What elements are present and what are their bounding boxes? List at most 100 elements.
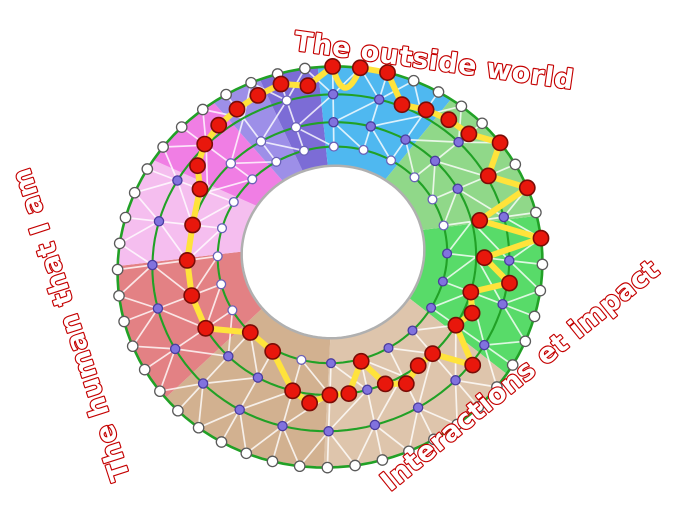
wheel-node[interactable] bbox=[271, 156, 282, 167]
wheel-node[interactable] bbox=[428, 433, 440, 446]
wheel-node[interactable] bbox=[119, 211, 132, 224]
wheel-node[interactable] bbox=[432, 86, 445, 98]
wheel-node[interactable] bbox=[376, 454, 389, 466]
wheel-node[interactable] bbox=[113, 237, 126, 250]
wheel-node[interactable] bbox=[293, 460, 306, 473]
wheel-node[interactable] bbox=[281, 95, 293, 106]
profile-node[interactable] bbox=[460, 125, 478, 143]
wheel-node[interactable] bbox=[426, 302, 437, 313]
profile-node[interactable] bbox=[409, 357, 427, 375]
wheel-node[interactable] bbox=[438, 220, 449, 231]
wheel-node[interactable] bbox=[369, 419, 381, 431]
wheel-node[interactable] bbox=[141, 163, 154, 175]
wheel-node[interactable] bbox=[409, 172, 420, 183]
profile-node[interactable] bbox=[471, 211, 489, 229]
wheel-node[interactable] bbox=[277, 420, 288, 432]
wheel-node[interactable] bbox=[255, 136, 267, 147]
wheel-node[interactable] bbox=[154, 385, 166, 398]
wheel-node[interactable] bbox=[412, 402, 424, 413]
profile-node[interactable] bbox=[228, 100, 246, 118]
profile-node[interactable] bbox=[424, 345, 441, 363]
wheel-node[interactable] bbox=[479, 339, 490, 351]
profile-node[interactable] bbox=[532, 229, 550, 247]
wheel-node[interactable] bbox=[157, 141, 169, 153]
wheel-node[interactable] bbox=[216, 223, 228, 234]
wheel-node[interactable] bbox=[152, 303, 164, 314]
wheel-node[interactable] bbox=[169, 343, 181, 355]
profile-node[interactable] bbox=[501, 274, 518, 292]
profile-node[interactable] bbox=[475, 249, 493, 267]
wheel-node[interactable] bbox=[407, 325, 418, 336]
profile-node[interactable] bbox=[491, 134, 509, 152]
wheel-node[interactable] bbox=[172, 175, 183, 186]
profile-node[interactable] bbox=[393, 96, 411, 114]
wheel-node[interactable] bbox=[153, 216, 165, 227]
wheel-node[interactable] bbox=[497, 298, 508, 310]
wheel-node[interactable] bbox=[506, 359, 519, 371]
wheel-node[interactable] bbox=[358, 144, 369, 155]
profile-node[interactable] bbox=[299, 77, 317, 95]
profile-node[interactable] bbox=[241, 324, 259, 341]
wheel-node[interactable] bbox=[111, 263, 124, 276]
profile-node[interactable] bbox=[264, 342, 282, 360]
wheel-node[interactable] bbox=[113, 289, 125, 302]
wheel-node[interactable] bbox=[491, 381, 503, 393]
wheel-node[interactable] bbox=[325, 358, 337, 369]
wheel-node[interactable] bbox=[225, 158, 237, 169]
wheel-node[interactable] bbox=[299, 145, 310, 156]
wheel-node[interactable] bbox=[192, 421, 205, 434]
wheel-node[interactable] bbox=[400, 134, 411, 145]
profile-node[interactable] bbox=[447, 316, 465, 334]
profile-node[interactable] bbox=[301, 394, 318, 412]
wheel-node[interactable] bbox=[453, 136, 464, 148]
wheel-node[interactable] bbox=[373, 94, 385, 105]
wheel-node[interactable] bbox=[296, 354, 307, 365]
wheel-node[interactable] bbox=[427, 194, 438, 205]
wheel-node[interactable] bbox=[227, 305, 238, 316]
wheel-node[interactable] bbox=[126, 340, 139, 353]
wheel-node[interactable] bbox=[266, 455, 279, 468]
wheel-node[interactable] bbox=[321, 461, 334, 474]
wheel-node[interactable] bbox=[228, 196, 239, 208]
wheel-node[interactable] bbox=[362, 384, 373, 396]
profile-node[interactable] bbox=[184, 216, 201, 234]
wheel-node[interactable] bbox=[252, 372, 264, 383]
profile-node[interactable] bbox=[379, 64, 396, 81]
wheel-node[interactable] bbox=[536, 258, 549, 271]
wheel-node[interactable] bbox=[328, 116, 339, 128]
wheel-node[interactable] bbox=[220, 88, 232, 101]
profile-node[interactable] bbox=[324, 58, 341, 75]
wheel-node[interactable] bbox=[349, 459, 361, 472]
profile-node[interactable] bbox=[340, 385, 358, 402]
profile-node[interactable] bbox=[417, 101, 435, 119]
wheel-node[interactable] bbox=[365, 121, 377, 132]
profile-node[interactable] bbox=[376, 375, 394, 393]
wheel-node[interactable] bbox=[223, 351, 234, 362]
wheel-node[interactable] bbox=[299, 62, 311, 75]
wheel-node[interactable] bbox=[509, 158, 522, 171]
wheel-node[interactable] bbox=[147, 259, 158, 271]
wheel-node[interactable] bbox=[328, 141, 339, 152]
wheel-node[interactable] bbox=[196, 103, 209, 116]
profile-node[interactable] bbox=[321, 386, 339, 404]
profile-node[interactable] bbox=[397, 375, 415, 393]
wheel-node[interactable] bbox=[290, 122, 302, 133]
wheel-node[interactable] bbox=[240, 447, 253, 460]
profile-node[interactable] bbox=[464, 356, 482, 374]
wheel-node[interactable] bbox=[245, 76, 257, 89]
profile-node[interactable] bbox=[197, 319, 215, 337]
wheel-node[interactable] bbox=[118, 315, 130, 328]
wheel-node[interactable] bbox=[216, 279, 227, 290]
profile-node[interactable] bbox=[518, 179, 536, 197]
wheel-node[interactable] bbox=[528, 310, 541, 323]
wheel-node[interactable] bbox=[429, 155, 441, 167]
profile-node[interactable] bbox=[351, 59, 369, 77]
wheel-node[interactable] bbox=[212, 251, 223, 262]
profile-node[interactable] bbox=[210, 116, 228, 134]
wheel-node[interactable] bbox=[383, 342, 394, 354]
wheel-node[interactable] bbox=[407, 74, 420, 87]
profile-node[interactable] bbox=[463, 304, 481, 322]
wheel-node[interactable] bbox=[403, 445, 415, 458]
wheel-node[interactable] bbox=[437, 276, 448, 287]
wheel-node[interactable] bbox=[172, 404, 184, 417]
